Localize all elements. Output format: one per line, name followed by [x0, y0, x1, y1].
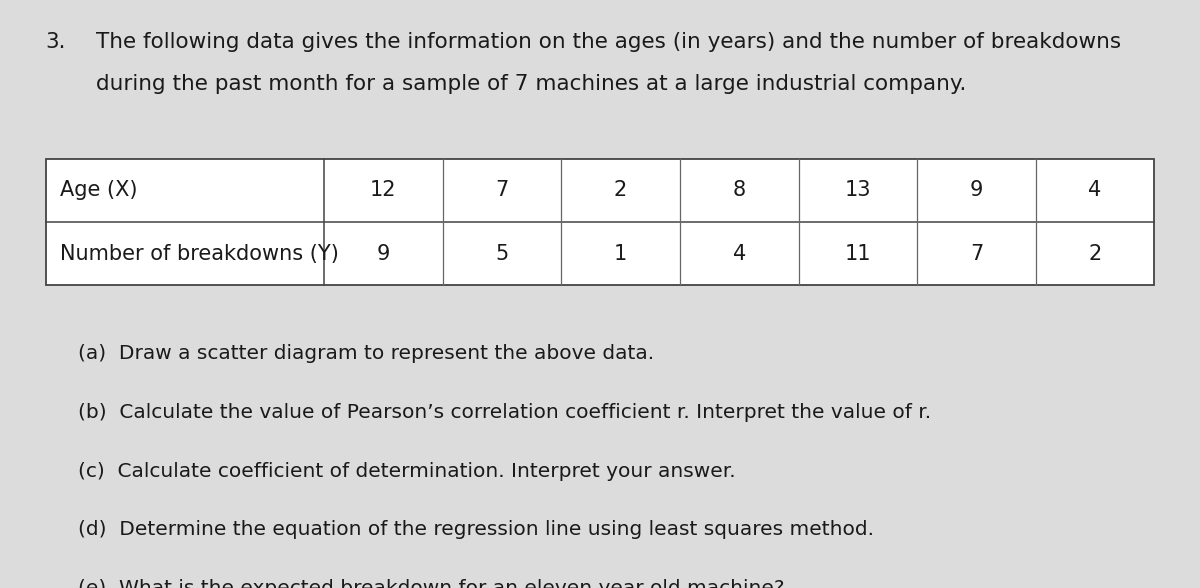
Text: 4: 4 [732, 243, 746, 263]
Text: Number of breakdowns (Y): Number of breakdowns (Y) [60, 243, 338, 263]
Text: 8: 8 [733, 181, 745, 201]
Text: 7: 7 [970, 243, 983, 263]
Text: (a)  Draw a scatter diagram to represent the above data.: (a) Draw a scatter diagram to represent … [78, 344, 654, 363]
Text: 2: 2 [1088, 243, 1102, 263]
Text: (e)  What is the expected breakdown for an eleven year old machine?: (e) What is the expected breakdown for a… [78, 579, 785, 588]
Text: 1: 1 [614, 243, 628, 263]
Text: 13: 13 [845, 181, 871, 201]
Text: 5: 5 [496, 243, 509, 263]
Text: 2: 2 [614, 181, 628, 201]
Text: (b)  Calculate the value of Pearson’s correlation coefficient r. Interpret the v: (b) Calculate the value of Pearson’s cor… [78, 403, 931, 422]
Bar [46, 159, 1154, 285]
Text: 9: 9 [970, 181, 983, 201]
Text: 12: 12 [370, 181, 396, 201]
Text: (c)  Calculate coefficient of determination. Interpret your answer.: (c) Calculate coefficient of determinati… [78, 462, 736, 480]
Text: Age (X): Age (X) [60, 181, 138, 201]
Text: 9: 9 [377, 243, 390, 263]
Text: 7: 7 [496, 181, 509, 201]
Text: 4: 4 [1088, 181, 1102, 201]
Text: during the past month for a sample of 7 machines at a large industrial company.: during the past month for a sample of 7 … [96, 74, 966, 93]
Text: The following data gives the information on the ages (in years) and the number o: The following data gives the information… [96, 32, 1121, 52]
Text: (d)  Determine the equation of the regression line using least squares method.: (d) Determine the equation of the regres… [78, 520, 874, 539]
Text: 3.: 3. [46, 32, 66, 52]
Text: 11: 11 [845, 243, 871, 263]
